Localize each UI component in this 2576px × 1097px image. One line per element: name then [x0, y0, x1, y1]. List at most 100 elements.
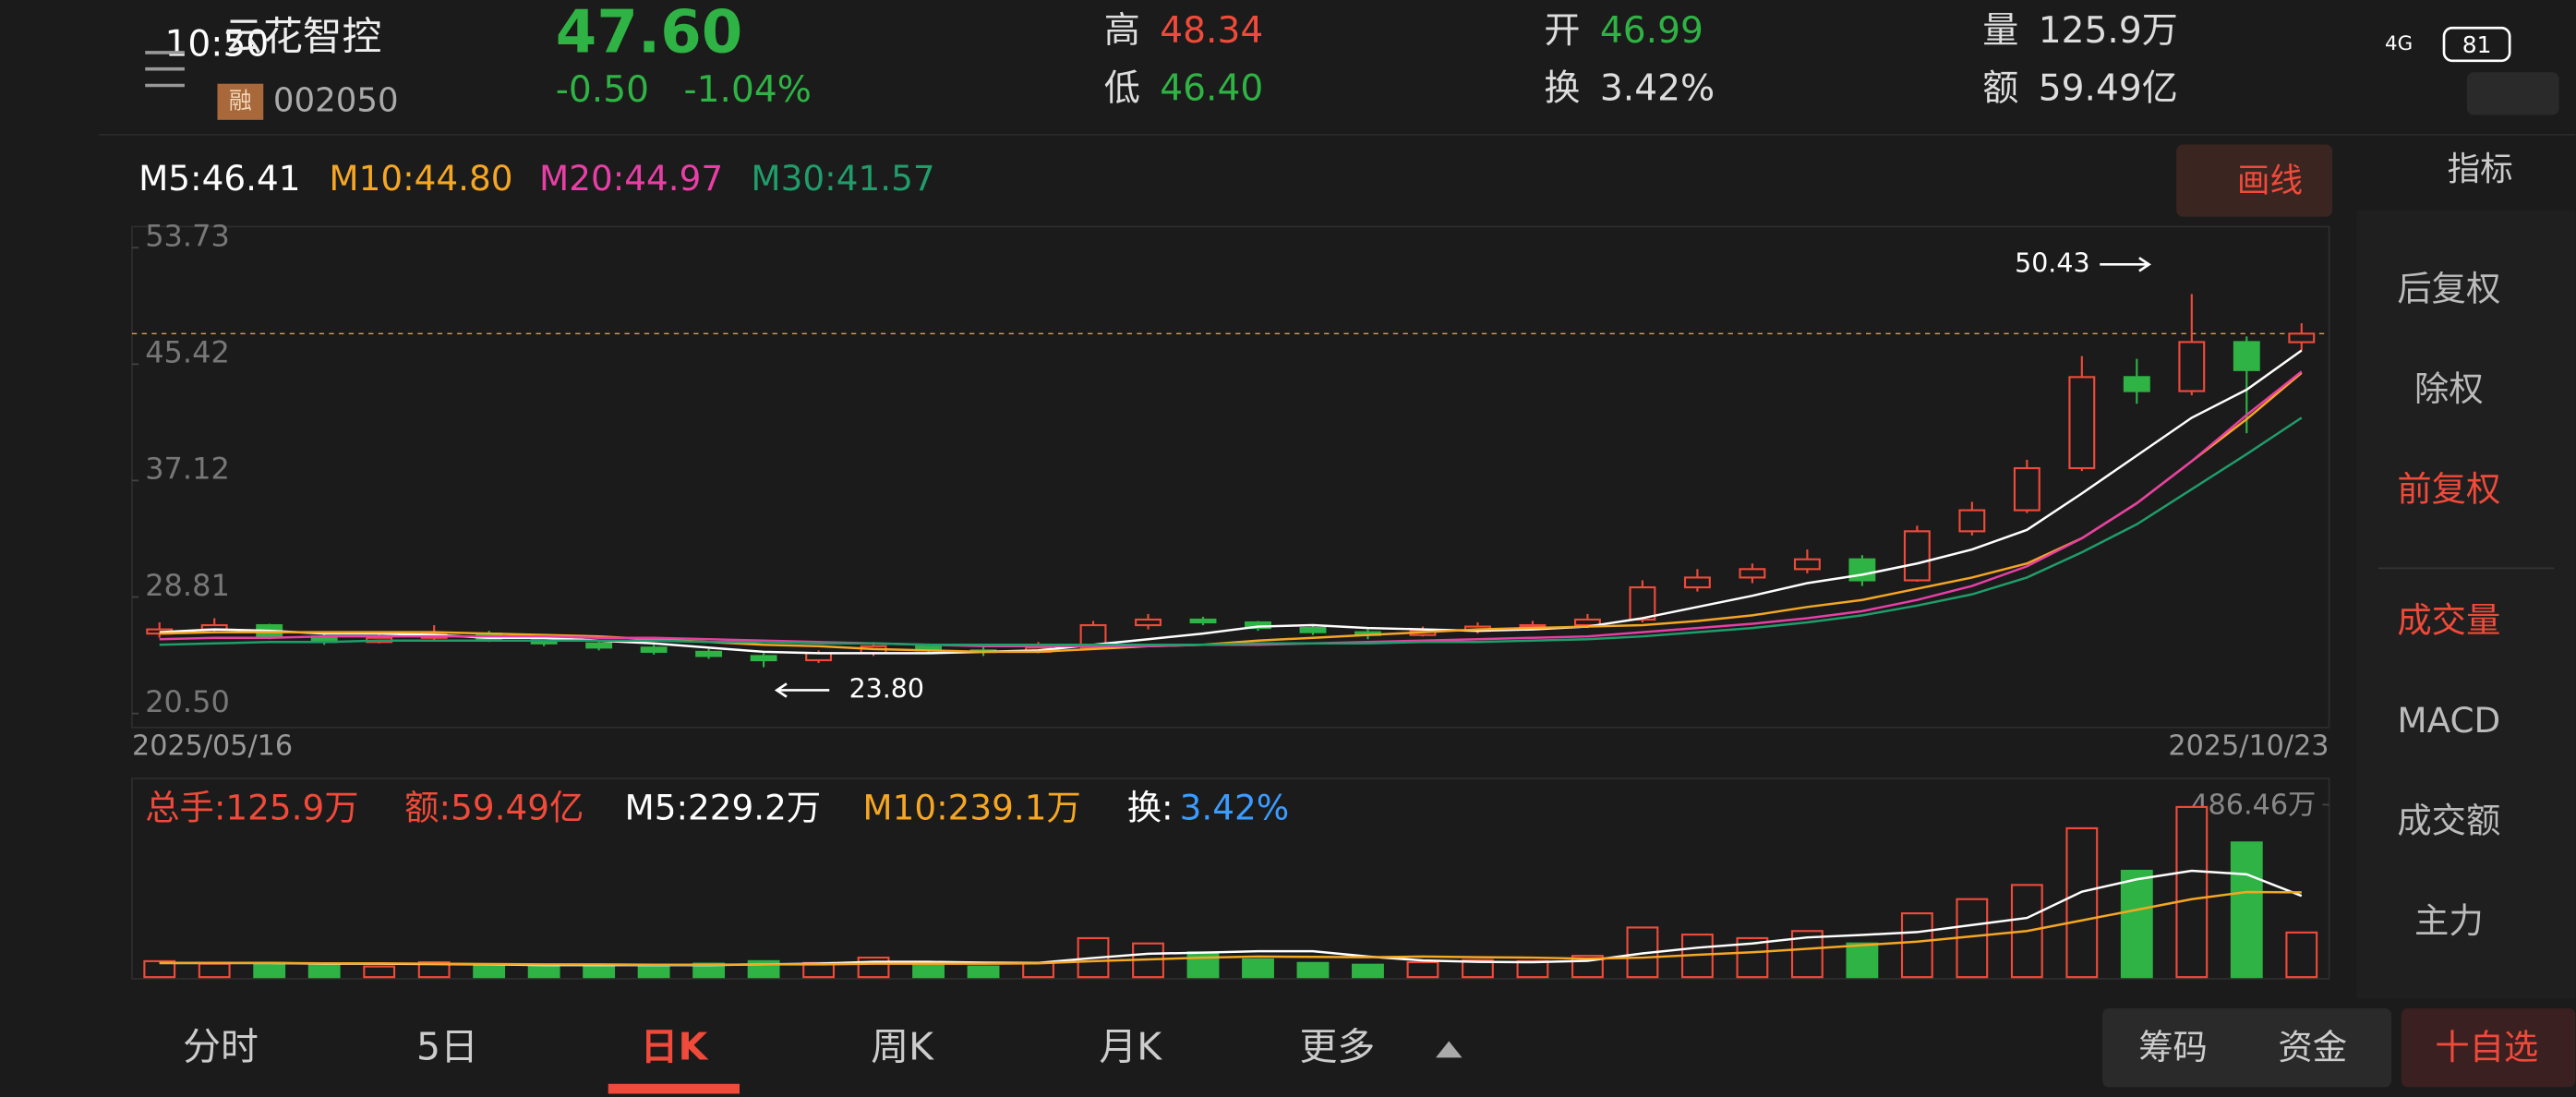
volume-bar — [1846, 942, 1879, 979]
label: 低 — [1104, 67, 1140, 109]
label: 量 — [1982, 10, 2018, 52]
candle-body — [1629, 585, 1656, 621]
sidebar-item[interactable]: 除权 — [2414, 368, 2484, 409]
tab[interactable]: 5日 — [416, 1024, 478, 1068]
y-tick-label: 45.42 — [145, 335, 230, 370]
volume-bar — [143, 959, 176, 979]
volume-bar — [2065, 826, 2099, 979]
volume-bar — [253, 961, 286, 979]
volume-legend: 换: — [1127, 787, 1174, 827]
volume-bar — [198, 962, 231, 979]
volume-legend: M5:229.2万 — [625, 787, 822, 827]
ma-legend: M20:44.97 — [539, 158, 723, 199]
clock: 10:50 — [165, 23, 270, 65]
volume-bar — [583, 964, 616, 979]
indicator-button[interactable]: 指标 — [2448, 151, 2513, 188]
volume-bar — [363, 965, 396, 979]
sidebar-item[interactable]: 后复权 — [2397, 268, 2500, 308]
end-date: 2025/10/23 — [2168, 730, 2329, 763]
volume-frame — [131, 778, 2330, 980]
candle-body — [1135, 618, 1162, 627]
candle-body — [1958, 509, 1986, 533]
tab[interactable]: 日K — [641, 1024, 709, 1068]
candle-body — [640, 646, 668, 653]
volume-ma-line — [159, 890, 2302, 966]
volume-bar — [1406, 960, 1439, 979]
label: 换 — [1544, 67, 1580, 109]
ma-line — [159, 416, 2303, 646]
label: 额 — [1982, 67, 2018, 109]
start-date: 2025/05/16 — [132, 730, 293, 763]
volume-bar — [473, 964, 506, 979]
candle-body — [1189, 618, 1217, 624]
y-tick-label: 20.50 — [145, 684, 230, 719]
sidebar — [2356, 210, 2576, 999]
candle-body — [1299, 627, 1327, 633]
button-bg — [2401, 1007, 2576, 1088]
action-button[interactable]: 资金 — [2278, 1027, 2347, 1067]
ma-legend: M5:46.41 — [138, 158, 300, 199]
candle-body — [2233, 341, 2260, 371]
stock-name: 云花智控 — [224, 14, 382, 60]
volume-bar — [1242, 958, 1274, 979]
tag: 融 — [229, 87, 252, 114]
candle-body — [1573, 618, 1601, 627]
candle-body — [1683, 576, 1711, 589]
sidebar-item[interactable]: MACD — [2397, 700, 2500, 741]
action-button[interactable]: 十自选 — [2435, 1027, 2538, 1067]
volume-bar — [2120, 869, 2153, 979]
tag-box — [217, 83, 264, 120]
tab[interactable]: 分时 — [183, 1024, 259, 1068]
volume-bar — [2175, 805, 2209, 979]
ma-line — [159, 349, 2303, 655]
volume-bar — [967, 965, 1000, 979]
volume-bar — [307, 963, 341, 979]
volume-bar — [637, 963, 670, 979]
low: 46.40 — [1160, 67, 1263, 109]
ma-line — [159, 371, 2303, 654]
sidebar-item[interactable]: 主力 — [2414, 900, 2484, 941]
candle-body — [1793, 558, 1821, 571]
volume-bar — [1462, 958, 1494, 979]
tab[interactable]: 周K — [871, 1024, 934, 1068]
sidebar-item[interactable]: 成交额 — [2397, 801, 2500, 841]
action-button[interactable]: 筹码 — [2138, 1027, 2208, 1067]
sidebar-item[interactable]: 前复权 — [2397, 468, 2500, 509]
candle-body — [1519, 623, 1547, 628]
tab[interactable]: 月K — [1099, 1024, 1162, 1068]
volume-legend: 3.42% — [1180, 787, 1290, 827]
label: 开 — [1544, 10, 1580, 52]
y-tick-label: 37.12 — [145, 452, 230, 487]
candle-body — [2178, 341, 2206, 392]
volume-bar — [912, 963, 945, 979]
menu-icon[interactable] — [145, 51, 185, 88]
sidebar-item[interactable]: 成交量 — [2397, 600, 2500, 641]
tab-indicator — [608, 1083, 740, 1094]
draw-button[interactable] — [2176, 144, 2333, 217]
button-bg — [2102, 1007, 2392, 1088]
candle-body — [1903, 530, 1931, 582]
volume: 125.9万 — [2039, 10, 2178, 52]
arrow — [774, 682, 830, 698]
candle-body — [2013, 466, 2040, 512]
volume-bar — [1186, 951, 1220, 979]
tab[interactable]: 更多 — [1299, 1024, 1375, 1068]
label: 高 — [1104, 10, 1140, 52]
volume-legend: 总手:125.9万 — [145, 787, 358, 827]
candle-body — [2123, 376, 2150, 392]
arrow — [2100, 257, 2151, 272]
draw-label: 画线 — [2237, 162, 2303, 199]
network: 4G — [2385, 32, 2413, 55]
price-frame — [131, 225, 2330, 729]
volume-bar — [1516, 959, 1549, 979]
low-note: 23.80 — [849, 673, 924, 704]
more-caret — [1436, 1041, 1463, 1058]
stock-code: 002050 — [273, 81, 399, 119]
fullscreen-button[interactable] — [2466, 72, 2559, 115]
volume-bar — [2285, 931, 2318, 979]
ma-legend: M30:41.57 — [751, 158, 934, 199]
open: 46.99 — [1600, 10, 1703, 52]
amount: 59.49亿 — [2039, 67, 2178, 109]
high-note: 50.43 — [2015, 247, 2089, 278]
